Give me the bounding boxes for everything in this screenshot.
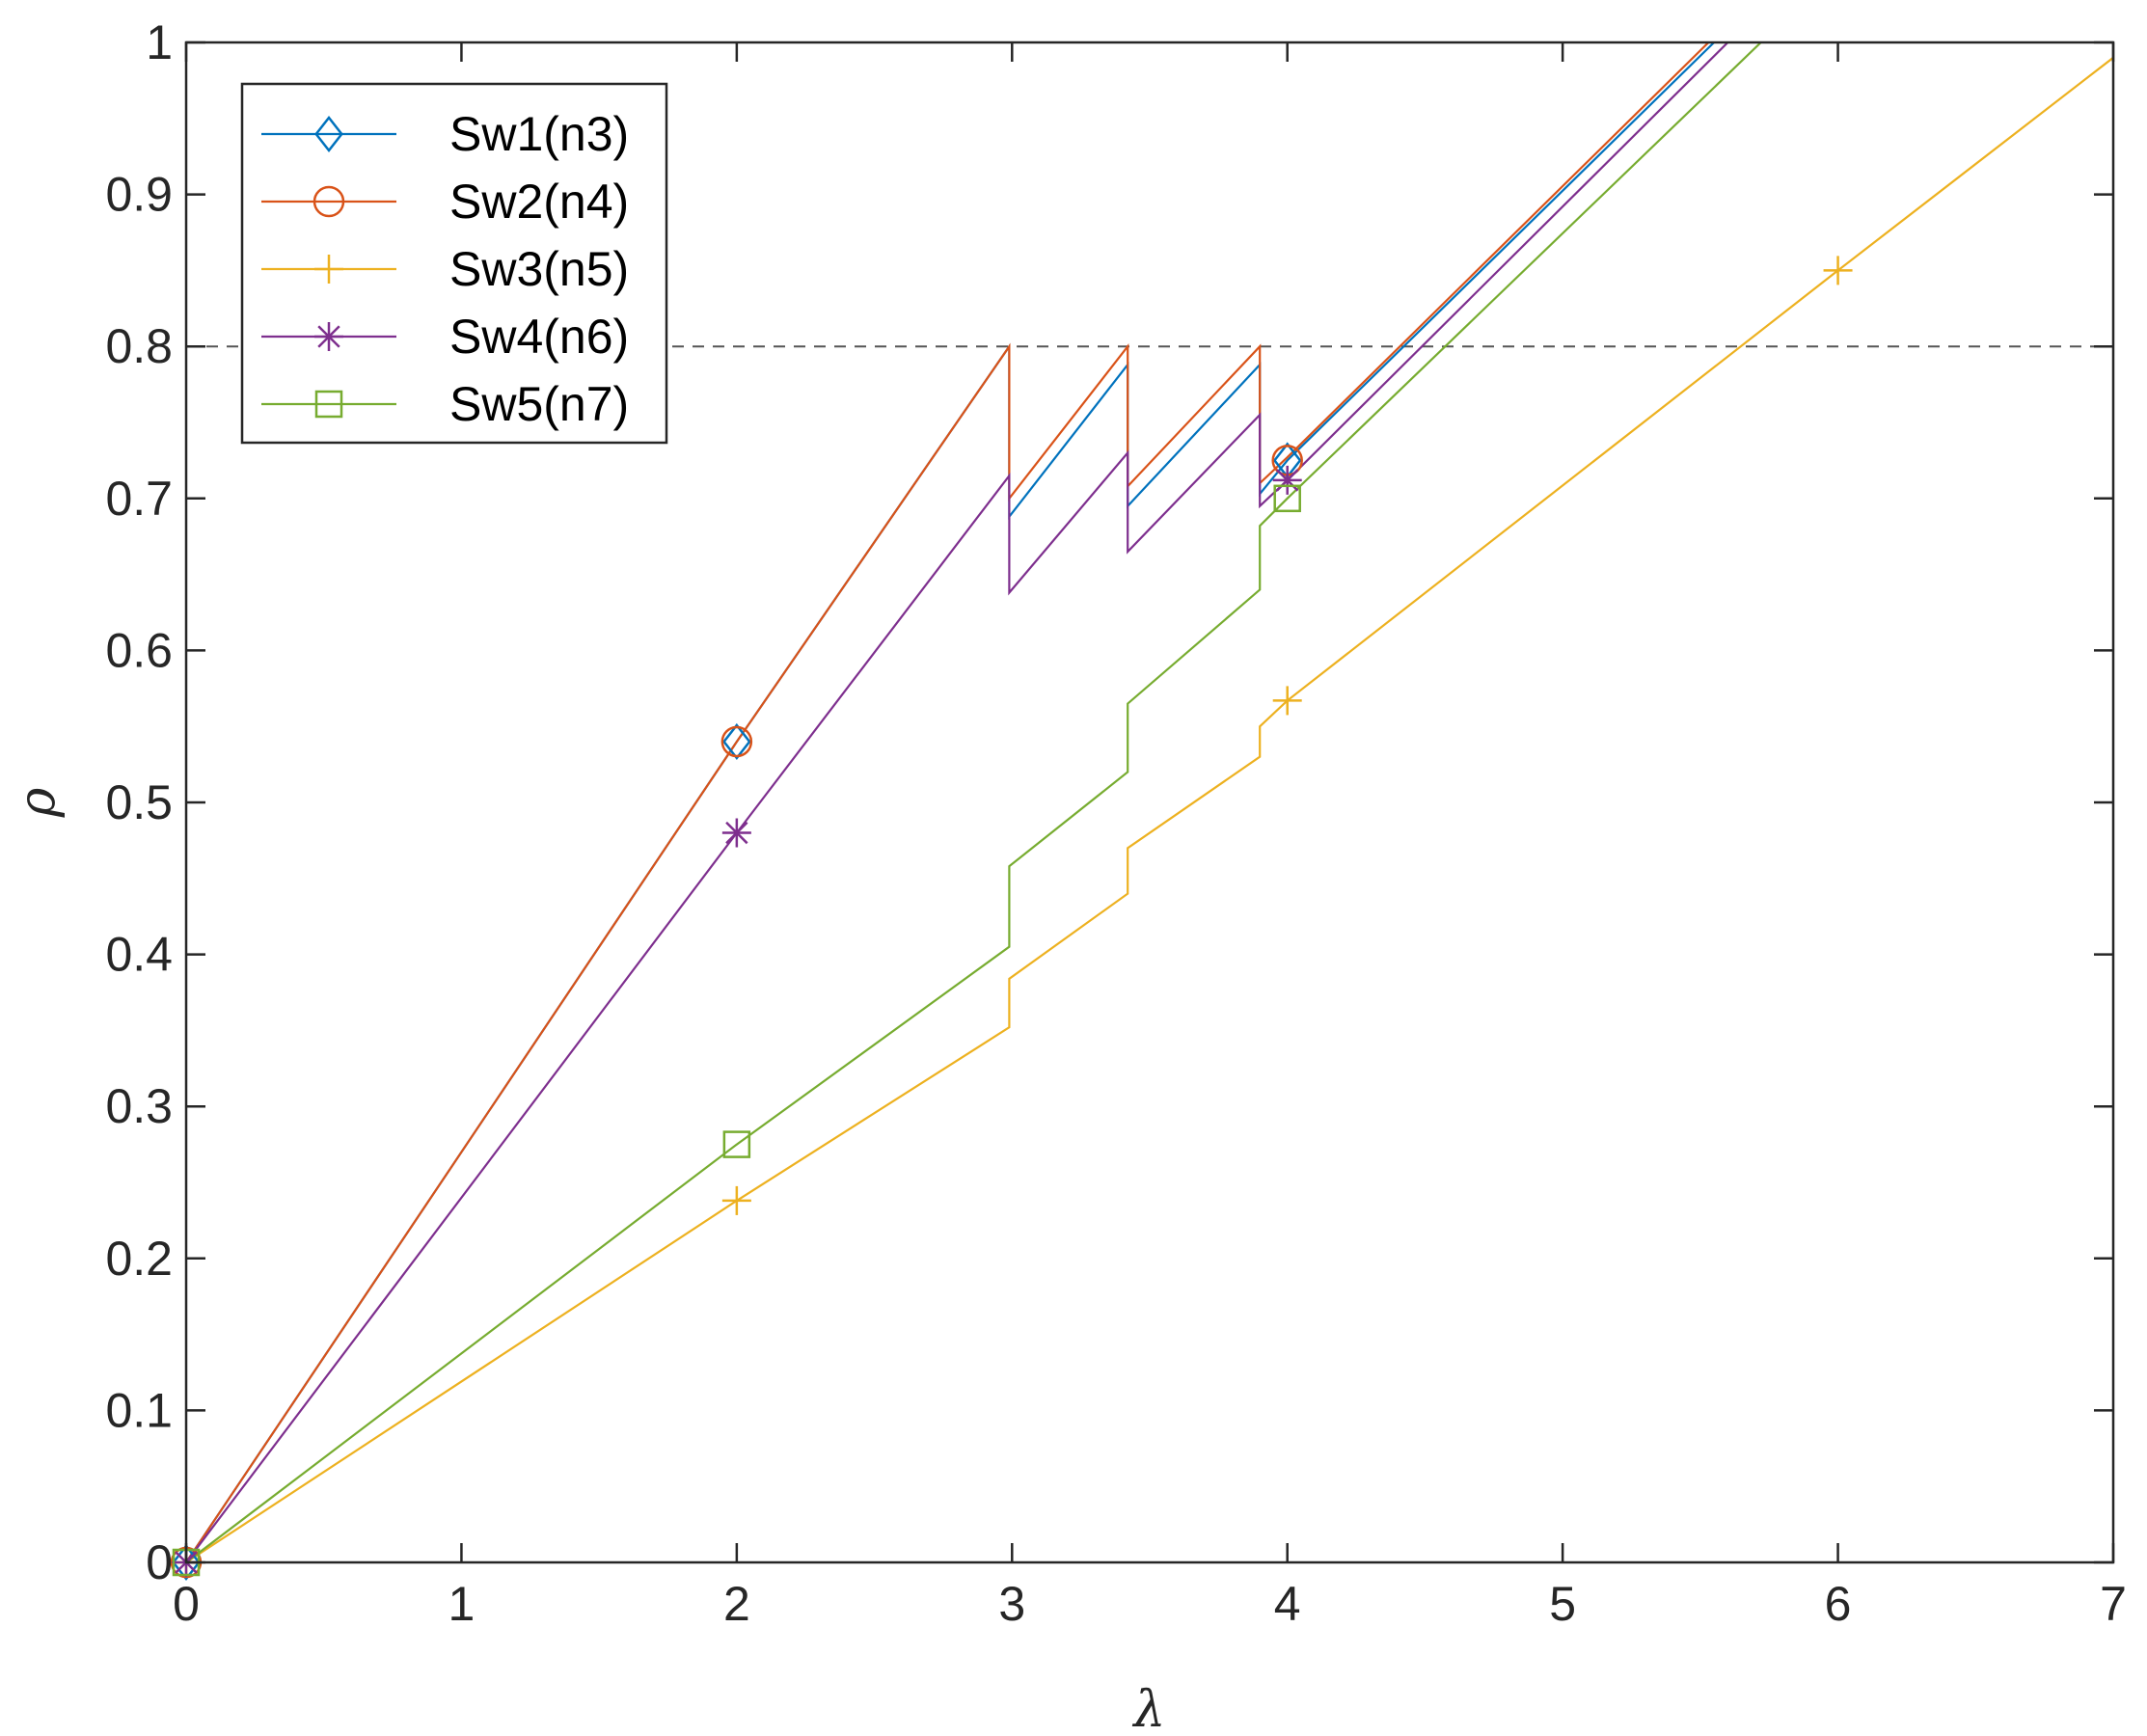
y-tick-label: 0.5 [105,775,173,829]
series-3-marker [721,1185,751,1215]
x-tick-label: 7 [2100,1577,2127,1631]
series-3-marker [1823,256,1853,285]
series-line-4 [186,42,1729,1562]
legend-marker-swatch [313,185,345,218]
y-tick-label: 0.8 [105,319,173,373]
series-1-marker [172,1543,201,1582]
legend-marker-swatch [314,255,343,284]
legend-item: Sw3(n5) [261,242,629,296]
x-tick-label: 5 [1549,1577,1576,1631]
legend-box [240,82,668,445]
series-lines-group [186,42,2113,1562]
x-tick-label: 4 [1274,1577,1301,1631]
series-4-marker [721,818,751,848]
y-axis-label: ρ [9,787,67,818]
y-tick-label: 0.3 [105,1079,173,1133]
legend-label: Sw3(n5) [449,242,629,296]
legend-item: Sw5(n7) [261,377,629,431]
series-line-3 [186,56,2113,1562]
legend-item: Sw2(n4) [261,175,629,229]
y-tick-label: 1 [146,15,173,69]
series-2-marker [720,725,753,758]
legend-item: Sw4(n6) [261,310,629,364]
x-tick-label: 6 [1825,1577,1852,1631]
y-tick-label: 0.9 [105,168,173,222]
legend-marker-swatch [314,390,343,419]
legend-marker-swatch [314,115,343,153]
y-tick-label: 0.1 [105,1383,173,1437]
y-tick-label: 0 [146,1535,173,1589]
legend-label: Sw2(n4) [449,175,629,229]
legend-item: Sw1(n3) [261,107,629,161]
x-tick-label: 3 [998,1577,1025,1631]
y-tick-label: 0.6 [105,623,173,677]
series-line-5 [186,42,1762,1562]
axis-ticks-group: 0 1 2 3 4 5 6 7 0 0.1 0.2 0.3 0.4 0.5 0.6 0.7 0.8 0.9 1 [105,15,2126,1631]
x-axis-label: λ [1132,1681,1166,1736]
x-tick-label: 1 [448,1577,476,1631]
series-4-marker [1272,465,1302,495]
series-line-2 [186,42,1710,1562]
series-1-marker [722,722,751,760]
y-tick-label: 0.4 [105,928,173,982]
y-tick-label: 0.7 [105,472,173,526]
series-5-marker [722,1130,751,1158]
series-3-marker [1272,686,1302,716]
x-tick-label: 2 [723,1577,750,1631]
legend-label: Sw5(n7) [449,377,629,431]
series-5-marker [1273,484,1301,513]
y-tick-label: 0.2 [105,1232,173,1286]
legend-label: Sw1(n3) [449,107,629,161]
x-tick-label: 0 [173,1577,200,1631]
legend-marker-swatch [314,322,343,351]
legend: Sw1(n3) Sw2(n4) Sw3(n5) Sw4(n6) Sw5(n7) [240,82,668,445]
legend-label: Sw4(n6) [449,310,629,364]
